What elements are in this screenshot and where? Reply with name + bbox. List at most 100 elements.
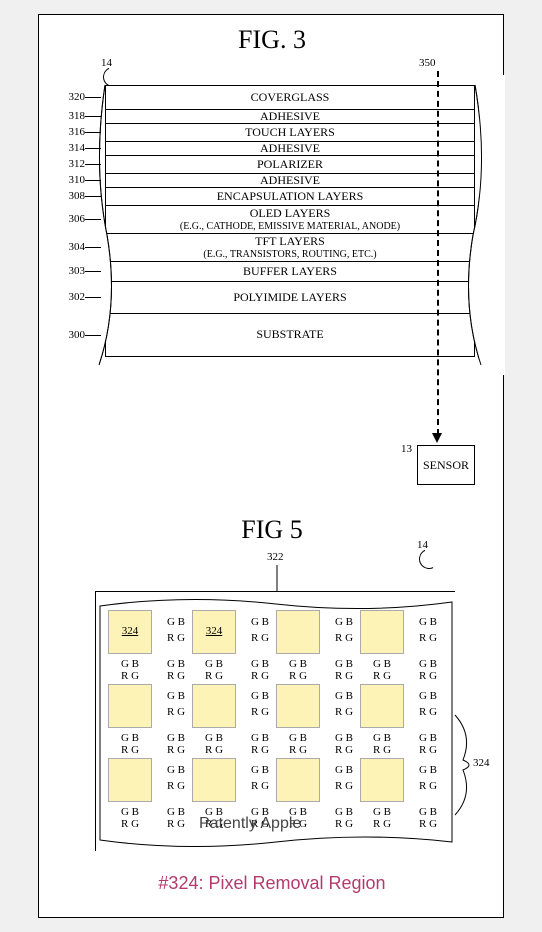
pixel-rg: R G [406,744,450,756]
ref-310: 310 [59,174,85,186]
ref-tick [85,247,101,248]
pixel-rg: R G [406,632,450,644]
figure-5: FIG 5 322 14 324G BR GG BR GG BR G324G B… [39,515,505,545]
ref-tick [85,132,101,133]
pixel-gb: G B [276,732,320,744]
square-label-324: 324 [193,625,235,637]
layer-label: ADHESIVE [260,110,320,123]
pixel-rg: R G [108,744,152,756]
pixel-removal-region [360,684,404,728]
pixel-removal-region [360,758,404,802]
ref-300: 300 [59,329,85,341]
pixel-rg: R G [406,706,450,718]
ref-316: 316 [59,126,85,138]
layer-label: ENCAPSULATION LAYERS [217,190,364,203]
pixel-removal-region [108,684,152,728]
layer-label: BUFFER LAYERS [243,265,337,278]
ref-304: 304 [59,241,85,253]
figure-3: FIG. 3 14 350 COVERGLASSADHESIVETOUCH LA… [39,15,505,55]
layer-320: COVERGLASS [105,85,475,109]
layer-312: POLARIZER [105,155,475,173]
ref-312: 312 [59,158,85,170]
pixel-rg: R G [192,744,236,756]
layer-304: TFT LAYERS(E.G., TRANSISTORS, ROUTING, E… [105,233,475,261]
pixel-rg: R G [192,670,236,682]
ref-318: 318 [59,110,85,122]
fig3-title: FIG. 3 [39,25,505,55]
ref-13: 13 [401,443,412,455]
layer-label: OLED LAYERS [250,207,331,220]
fig5-title: FIG 5 [39,515,505,545]
ref-320: 320 [59,91,85,103]
layer-318: ADHESIVE [105,109,475,123]
watermark: Patently Apple [199,815,301,833]
pixel-removal-region: 324 [192,610,236,654]
layer-label: TFT LAYERS [255,235,325,248]
pixel-gb: G B [108,658,152,670]
ref-tick [85,335,101,336]
pixel-removal-region: 324 [108,610,152,654]
layer-306: OLED LAYERS(E.G., CATHODE, EMISSIVE MATE… [105,205,475,233]
ref-303: 303 [59,265,85,277]
ref-tick [85,219,101,220]
ref-324-side: 324 [473,757,490,769]
pixel-rg: R G [360,744,404,756]
pixel-removal-region [192,758,236,802]
ref-322: 322 [267,551,284,563]
ref-tick [85,180,101,181]
ref-308: 308 [59,190,85,202]
pixel-gb: G B [406,616,450,628]
pixel-removal-region [276,610,320,654]
ref-tick [85,271,101,272]
ref-tick [85,116,101,117]
pixel-rg: R G [406,670,450,682]
pixel-rg: R G [360,670,404,682]
ref-302: 302 [59,291,85,303]
pixel-gb: G B [108,806,152,818]
layer-stack: COVERGLASSADHESIVETOUCH LAYERSADHESIVEPO… [105,85,475,357]
arrow-head [432,433,442,443]
sensor-label: SENSOR [423,458,469,473]
pixel-rg: R G [276,670,320,682]
layer-label: COVERGLASS [251,91,330,104]
pixel-rg: R G [108,818,152,830]
layer-label: POLARIZER [257,158,323,171]
sensor-box: SENSOR [417,445,475,485]
ref-tick [85,148,101,149]
pixel-rg: R G [360,818,404,830]
layer-300: SUBSTRATE [105,313,475,357]
pixel-rg: R G [406,818,450,830]
ref-350: 350 [419,57,436,69]
pixel-removal-region [276,758,320,802]
pixel-gb: G B [406,764,450,776]
pixel-gb: G B [406,658,450,670]
page-container: FIG. 3 14 350 COVERGLASSADHESIVETOUCH LA… [38,14,504,918]
pixel-rg: R G [108,670,152,682]
layer-314: ADHESIVE [105,141,475,155]
pixel-gb: G B [406,806,450,818]
layer-302: POLYIMIDE LAYERS [105,281,475,313]
pixel-removal-region [192,684,236,728]
square-label-324: 324 [109,625,151,637]
layer-label: ADHESIVE [260,142,320,155]
layer-310: ADHESIVE [105,173,475,187]
ref-tick [85,97,101,98]
layer-sublabel: (E.G., CATHODE, EMISSIVE MATERIAL, ANODE… [180,221,400,232]
pixel-gb: G B [360,658,404,670]
layer-316: TOUCH LAYERS [105,123,475,141]
ref-314: 314 [59,142,85,154]
pixel-gb: G B [406,732,450,744]
pixel-rg: R G [276,744,320,756]
layer-label: POLYIMIDE LAYERS [233,291,346,304]
pixel-removal-region [360,610,404,654]
light-path-arrow [437,71,439,435]
ref-tick [85,196,101,197]
ref-tick [85,164,101,165]
pixel-gb: G B [406,690,450,702]
pixel-gb: G B [192,658,236,670]
pixel-gb: G B [360,732,404,744]
layer-label: ADHESIVE [260,174,320,187]
pixel-removal-region [108,758,152,802]
pixel-removal-region [276,684,320,728]
ref-306: 306 [59,213,85,225]
